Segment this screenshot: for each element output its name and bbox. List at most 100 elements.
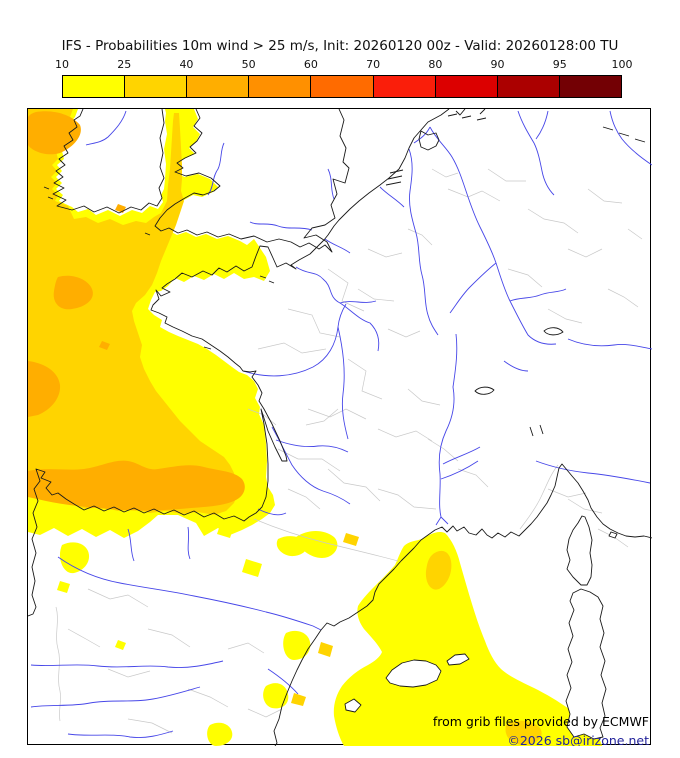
colorbar-tick-10: 10 (55, 58, 69, 71)
colorbar-segment-90-95 (497, 76, 560, 97)
river (85, 110, 127, 146)
river (435, 516, 449, 526)
river (509, 288, 567, 302)
prob-region (207, 722, 233, 746)
colorbar-tick-100: 100 (611, 58, 633, 71)
river (57, 556, 322, 631)
river (517, 110, 555, 196)
colorbar-tick-95: 95 (552, 58, 567, 71)
coast-mallorca (385, 659, 442, 688)
river (413, 126, 431, 144)
colorbar-tick-70: 70 (366, 58, 381, 71)
coast-elba (608, 531, 618, 539)
river (30, 686, 201, 708)
river (275, 439, 349, 453)
page-title: IFS - Probabilities 10m wind > 25 m/s, I… (61, 38, 619, 54)
prob-region (505, 720, 542, 746)
map-frame: from grib files provided by ECMWF ©2026 … (27, 108, 652, 746)
coast-frisian-islands (447, 113, 646, 143)
coast-corsica (566, 515, 593, 586)
attribution-copyright: ©2026 sb@irizone.net (507, 733, 649, 746)
prob-region (53, 275, 93, 310)
prob-region (28, 460, 245, 511)
prob-region (115, 640, 126, 650)
river (503, 360, 529, 372)
river (242, 303, 347, 377)
weather-map: from grib files provided by ECMWF ©2026 … (28, 109, 652, 746)
coast-ijsselmeer (418, 130, 440, 151)
lake-constance (543, 327, 564, 336)
river (339, 300, 377, 304)
river (535, 460, 651, 484)
attribution-source: from grib files provided by ECMWF (433, 714, 649, 729)
coast-small-islands (43, 186, 275, 350)
prob-region (217, 525, 233, 538)
coast-menorca (446, 653, 470, 666)
coast-france-italy-med (400, 463, 652, 562)
river (440, 460, 479, 480)
colorbar-tick-80: 80 (428, 58, 443, 71)
colorbar-tick-90: 90 (490, 58, 505, 71)
prob-region (425, 550, 452, 590)
river (438, 333, 458, 518)
river (187, 526, 191, 560)
prob-region (28, 361, 61, 417)
prob-fill-25-40 (28, 109, 542, 746)
lake-geneva (474, 386, 495, 395)
rivers (30, 110, 652, 738)
river (609, 110, 652, 166)
coast-spain-med (273, 560, 402, 746)
colorbar-segment-40-50 (187, 76, 250, 97)
colorbar-segment-25-40 (125, 76, 188, 97)
prob-region (343, 533, 359, 546)
river (127, 528, 135, 562)
prob-region (318, 642, 333, 657)
prob-region (263, 683, 289, 709)
prob-region (283, 630, 311, 660)
river (535, 110, 549, 140)
colorbar-segment-95-100 (559, 76, 621, 97)
river (408, 148, 439, 336)
river (267, 668, 299, 695)
colorbar-tick-60: 60 (303, 58, 318, 71)
colorbar-segment-10-25 (63, 76, 126, 97)
prob-region (57, 581, 70, 593)
coast-britain (154, 109, 350, 253)
colorbar-segment-80-90 (435, 76, 498, 97)
river (207, 142, 225, 196)
lakes-italian (529, 424, 544, 437)
river (429, 126, 557, 345)
admin-boundaries (55, 168, 643, 734)
prob-region (291, 693, 306, 706)
colorbar-segment-70-80 (373, 76, 436, 97)
coastlines (28, 109, 652, 746)
river (327, 168, 335, 200)
coast-continent (28, 109, 450, 617)
colorbar-tick-40: 40 (179, 58, 194, 71)
coast-sardinia (565, 588, 607, 740)
river (295, 266, 380, 352)
probability-colorbar (62, 75, 622, 98)
prob-region (28, 109, 238, 515)
colorbar-tick-labels: 10 25 40 50 60 70 80 90 95 100 (55, 58, 633, 72)
prob-region (242, 559, 262, 577)
river (449, 262, 497, 314)
river (30, 660, 224, 668)
colorbar-segment-60-70 (311, 76, 374, 97)
prob-region (59, 542, 90, 574)
river (67, 730, 174, 738)
prob-region (333, 531, 602, 746)
river (257, 508, 287, 516)
colorbar-segment-50-60 (249, 76, 312, 97)
river (249, 221, 313, 231)
coast-ireland (52, 109, 165, 214)
river (442, 446, 481, 465)
river (337, 326, 349, 440)
river (567, 338, 652, 350)
colorbar-tick-50: 50 (241, 58, 256, 71)
river (324, 238, 351, 254)
colorbar-tick-25: 25 (117, 58, 132, 71)
coast-ibiza (344, 698, 362, 713)
river (379, 186, 405, 208)
